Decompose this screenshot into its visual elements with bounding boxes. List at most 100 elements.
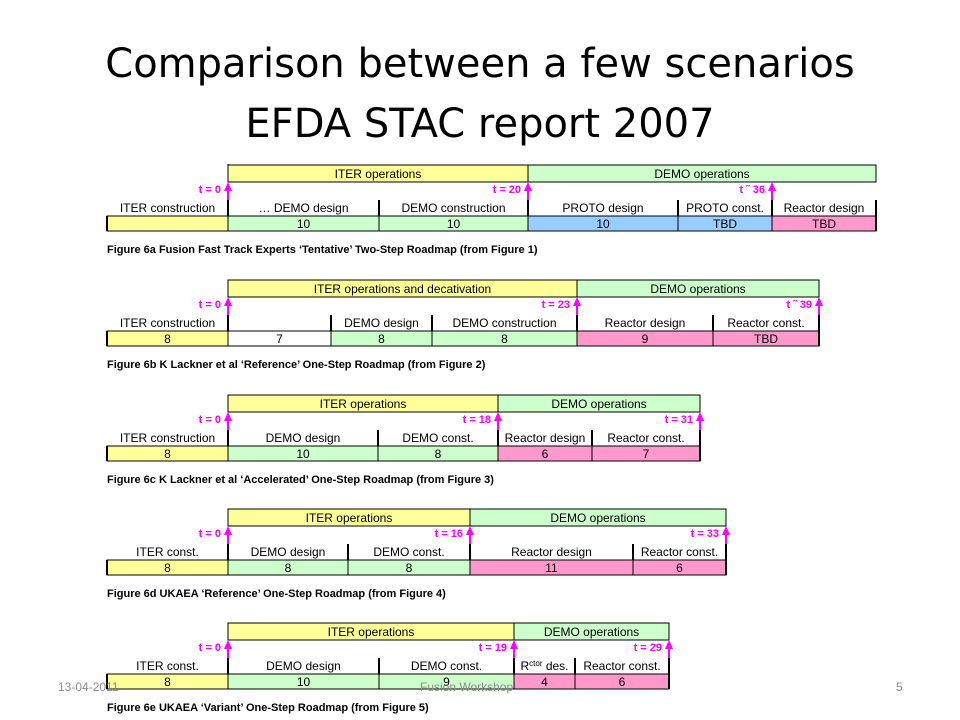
- step-label: DEMO design: [251, 545, 326, 559]
- step-value: TBD: [812, 217, 836, 231]
- step-value: 8: [435, 447, 442, 461]
- marker-label: t = 16: [435, 528, 463, 540]
- figure-caption: Figure 6c K Lackner et al ‘Accelerated’ …: [107, 474, 494, 486]
- figure-caption: Figure 6a Fusion Fast Track Experts ‘Ten…: [107, 244, 538, 256]
- marker-label: t = 19: [479, 642, 507, 654]
- step-label: ITER construction: [120, 316, 215, 330]
- phase-label: DEMO operations: [544, 625, 639, 639]
- phase-label: ITER operations: [335, 167, 422, 181]
- step-value: 11: [545, 561, 558, 575]
- slide-title-line2: EFDA STAC report 2007: [245, 101, 715, 147]
- step-label: DEMO construction: [452, 316, 556, 330]
- figure-caption: Figure 6b K Lackner et al ‘Reference’ On…: [107, 359, 486, 371]
- marker-label: t = 18: [463, 414, 491, 426]
- phase-bar: [469, 508, 727, 527]
- marker-arrow-head: [224, 640, 232, 649]
- step-label: Reactor design: [784, 201, 865, 215]
- step-label: ITER construction: [120, 431, 215, 445]
- step-label: Reactor const.: [607, 431, 684, 445]
- marker-label: t = 23: [542, 299, 570, 311]
- step-value: 8: [501, 332, 508, 346]
- step-label: Reactor design: [605, 316, 686, 330]
- step-value: 8: [406, 561, 413, 575]
- step-label: Reactor design: [505, 431, 586, 445]
- step-label: DEMO const.: [411, 659, 482, 673]
- marker-arrow-head: [768, 182, 776, 191]
- step-label: Reactor const.: [727, 316, 804, 330]
- step-label: DEMO const.: [402, 431, 473, 445]
- step-label: PROTO const.: [686, 201, 764, 215]
- marker-label: t = 29: [634, 642, 662, 654]
- marker-label: t = 0: [199, 299, 221, 311]
- step-value: 6: [542, 447, 549, 461]
- marker-arrow-head: [494, 412, 502, 421]
- step-label: ITER const.: [136, 659, 199, 673]
- step-label: DEMO const.: [373, 545, 444, 559]
- step-value: 10: [297, 675, 311, 689]
- step-value: 8: [164, 447, 171, 461]
- step-value: 8: [285, 561, 292, 575]
- step-value: 7: [276, 332, 283, 346]
- step-value: 9: [642, 332, 649, 346]
- step-label: Rctor des.: [520, 659, 568, 673]
- phase-label: ITER operations: [328, 625, 415, 639]
- step-label: … DEMO design: [258, 201, 348, 215]
- step-value: 10: [297, 217, 311, 231]
- marker-label: t = 31: [665, 414, 693, 426]
- marker-arrow-head: [696, 412, 704, 421]
- step-label: Reactor design: [511, 545, 592, 559]
- marker-label: t = 0: [199, 528, 221, 540]
- phase-label: ITER operations and decativation: [314, 282, 491, 296]
- step-value: TBD: [713, 217, 737, 231]
- marker-label: t = 33: [691, 528, 719, 540]
- step-value: 6: [619, 675, 626, 689]
- step-label: DEMO design: [266, 659, 341, 673]
- step-label: DEMO design: [344, 316, 419, 330]
- step-cell: [106, 215, 229, 232]
- footer-date: 13-04-2011: [58, 680, 119, 694]
- step-label: PROTO design: [562, 201, 643, 215]
- marker-arrow-head: [224, 526, 232, 535]
- step-label: Reactor const.: [583, 659, 660, 673]
- phase-label: DEMO operations: [650, 282, 745, 296]
- marker-arrow-head: [665, 640, 673, 649]
- step-value: 8: [378, 332, 385, 346]
- phase-label: DEMO operations: [654, 167, 749, 181]
- step-label: DEMO design: [266, 431, 341, 445]
- phase-bar: [527, 164, 877, 183]
- marker-arrow-head: [224, 412, 232, 421]
- figure-caption: Figure 6d UKAEA ‘Reference’ One-Step Roa…: [107, 588, 446, 600]
- step-value: 9: [443, 675, 450, 689]
- phase-bar: [576, 279, 820, 298]
- step-value: 10: [447, 217, 461, 231]
- phase-bar: [513, 622, 670, 641]
- phase-label: DEMO operations: [550, 511, 645, 525]
- marker-label: t = 0: [199, 184, 221, 196]
- marker-arrow-head: [524, 182, 532, 191]
- step-value: TBD: [754, 332, 778, 346]
- slide-title-line1: Comparison between a few scenarios: [105, 41, 855, 87]
- step-value: 10: [296, 447, 310, 461]
- marker-label: t ˜ 36: [739, 184, 765, 196]
- marker-label: t = 0: [199, 414, 221, 426]
- step-label: Reactor const.: [641, 545, 718, 559]
- step-value: 10: [596, 217, 610, 231]
- step-value: 6: [676, 561, 683, 575]
- step-value: 8: [164, 332, 171, 346]
- figure-caption: Figure 6e UKAEA ‘Variant’ One-Step Roadm…: [107, 702, 429, 714]
- marker-arrow-head: [224, 182, 232, 191]
- step-value: 7: [643, 447, 650, 461]
- marker-label: t ˜ 39: [786, 299, 812, 311]
- phase-label: DEMO operations: [551, 397, 646, 411]
- phase-bar: [497, 394, 701, 413]
- marker-arrow-head: [815, 297, 823, 306]
- marker-arrow-head: [224, 297, 232, 306]
- footer-center: Fusion Workshop: [420, 680, 514, 694]
- marker-arrow-head: [466, 526, 474, 535]
- step-label: ITER const.: [136, 545, 199, 559]
- step-value: 4: [541, 675, 548, 689]
- step-value: 8: [164, 561, 171, 575]
- step-label: DEMO construction: [401, 201, 505, 215]
- marker-label: t = 20: [493, 184, 521, 196]
